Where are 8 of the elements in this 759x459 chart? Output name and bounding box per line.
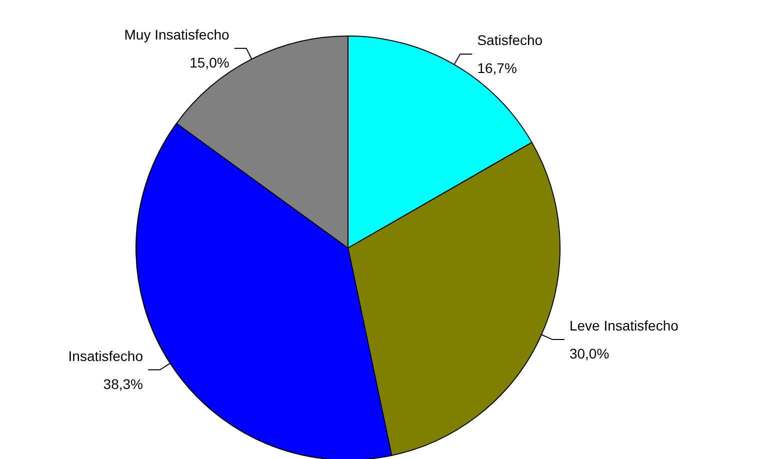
slice-label: Muy Insatisfecho — [124, 26, 230, 42]
data-label: 30,0% — [569, 346, 610, 362]
slice-label: Leve Insatisfecho — [569, 318, 679, 334]
slice-label: Insatisfecho — [68, 348, 144, 364]
data-label: 38,3% — [103, 376, 144, 392]
data-label: 15,0% — [190, 54, 230, 70]
slice-label: Satisfecho — [477, 32, 543, 48]
data-label: 16,7% — [477, 60, 517, 76]
